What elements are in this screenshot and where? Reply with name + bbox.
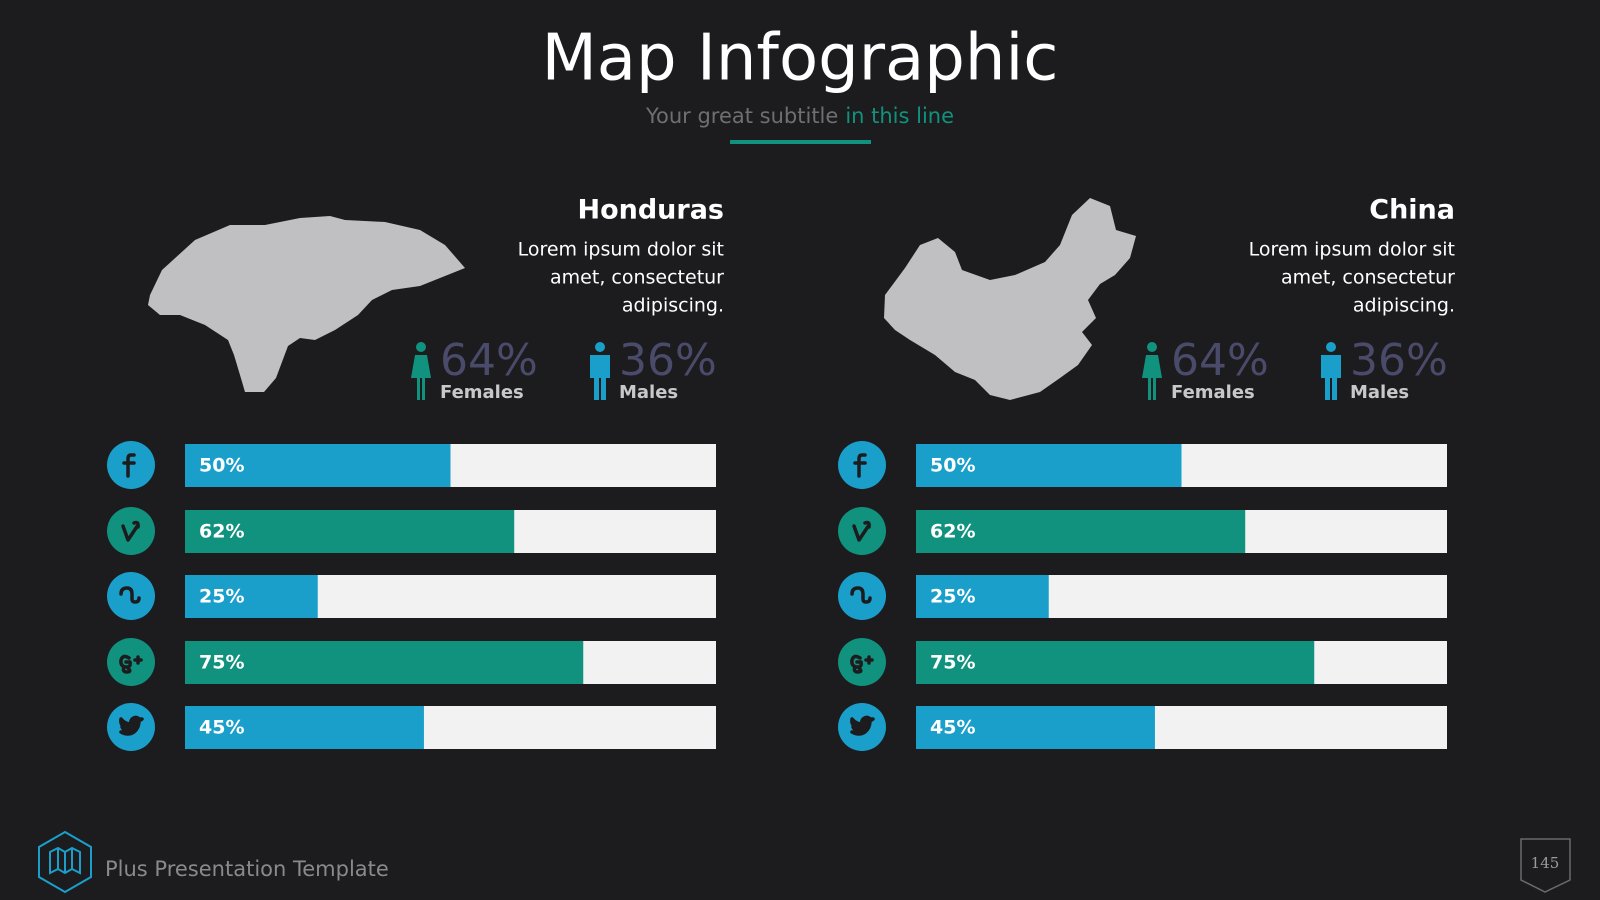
social-glyph bbox=[850, 654, 874, 674]
country-name: China bbox=[1369, 195, 1455, 226]
stat-caption: Males bbox=[1350, 382, 1409, 403]
country-name: Honduras bbox=[577, 195, 724, 226]
bar bbox=[916, 510, 1246, 553]
description-line: Lorem ipsum dolor sit bbox=[518, 239, 724, 261]
male-icon-head bbox=[1326, 342, 1336, 352]
map-honduras bbox=[148, 216, 465, 392]
bar-label: 45% bbox=[199, 717, 244, 739]
bar-label: 62% bbox=[930, 521, 975, 543]
bar-label: 25% bbox=[930, 586, 975, 608]
social-icon bbox=[838, 441, 886, 489]
map-china bbox=[884, 198, 1136, 400]
female-icon-body bbox=[411, 355, 431, 400]
title: Map Infographic bbox=[542, 22, 1059, 96]
description-line: Lorem ipsum dolor sit bbox=[1249, 239, 1455, 261]
subtitle-highlight: in this line bbox=[845, 104, 954, 128]
social-icon bbox=[107, 507, 155, 555]
bar-label: 50% bbox=[930, 455, 975, 477]
social-glyph bbox=[119, 715, 144, 736]
bar-label: 50% bbox=[199, 455, 244, 477]
social-glyph bbox=[850, 586, 872, 604]
bar bbox=[185, 510, 515, 553]
bar-label: 25% bbox=[199, 586, 244, 608]
bar-label: 62% bbox=[199, 521, 244, 543]
female-icon-body bbox=[1142, 355, 1162, 400]
bar bbox=[916, 706, 1155, 749]
social-icon bbox=[838, 507, 886, 555]
subtitle-text: Your great subtitle bbox=[645, 104, 838, 128]
description-line: adipiscing. bbox=[622, 295, 724, 317]
social-icon bbox=[107, 441, 155, 489]
stat-caption: Females bbox=[440, 382, 524, 403]
bar bbox=[185, 575, 318, 618]
page-badge bbox=[1520, 838, 1571, 893]
bar bbox=[185, 641, 584, 684]
footer-logo bbox=[38, 830, 92, 894]
stat-value: 64% bbox=[1171, 335, 1269, 386]
social-glyph bbox=[852, 520, 871, 542]
social-glyph bbox=[119, 586, 141, 604]
footer-logo-map bbox=[49, 846, 81, 875]
bar bbox=[916, 641, 1315, 684]
page-number: 145 bbox=[1531, 854, 1560, 872]
stat-caption: Females bbox=[1171, 382, 1255, 403]
social-glyph bbox=[850, 715, 875, 736]
male-icon-body bbox=[590, 355, 610, 400]
female-icon-head bbox=[416, 342, 426, 352]
subtitle-underline bbox=[730, 140, 871, 144]
footer-text: Plus Presentation Template bbox=[105, 857, 389, 881]
description-line: amet, consectetur bbox=[1281, 267, 1455, 289]
stat-value: 36% bbox=[1350, 335, 1448, 386]
bar bbox=[185, 444, 451, 487]
subtitle: Your great subtitle in this line bbox=[645, 104, 954, 128]
male-icon-head bbox=[595, 342, 605, 352]
bar bbox=[916, 444, 1182, 487]
stat-value: 36% bbox=[619, 335, 717, 386]
social-glyph bbox=[121, 520, 140, 542]
bar-label: 75% bbox=[930, 652, 975, 674]
bar-label: 75% bbox=[199, 652, 244, 674]
social-glyph bbox=[853, 453, 867, 478]
male-icon-body bbox=[1321, 355, 1341, 400]
female-icon-head bbox=[1147, 342, 1157, 352]
bar bbox=[916, 575, 1049, 618]
bar bbox=[185, 706, 424, 749]
stat-caption: Males bbox=[619, 382, 678, 403]
description-line: amet, consectetur bbox=[550, 267, 724, 289]
social-glyph bbox=[119, 654, 143, 674]
description-line: adipiscing. bbox=[1353, 295, 1455, 317]
social-glyph bbox=[122, 453, 136, 478]
stat-value: 64% bbox=[440, 335, 538, 386]
bar-label: 45% bbox=[930, 717, 975, 739]
